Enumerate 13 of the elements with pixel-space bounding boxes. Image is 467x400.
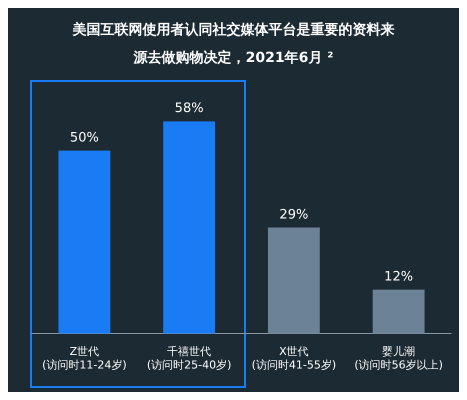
- x-tick-label: 千禧世代 (访问时25-40岁): [146, 345, 232, 372]
- x-tick-label: Z世代 (访问时11-24岁): [42, 345, 127, 372]
- chart-title: 美国互联网使用者认同社交媒体平台是重要的资料来源去做购物决定，2021年6月 ²: [71, 20, 396, 68]
- data-label: 12%: [384, 270, 414, 285]
- data-label: 58%: [174, 101, 204, 116]
- data-label: 29%: [279, 207, 308, 222]
- bar: [163, 121, 216, 334]
- bar: [372, 290, 425, 334]
- bar: [268, 227, 320, 334]
- data-label: 50%: [70, 130, 99, 146]
- x-tick-label: X世代 (访问时41-55岁): [252, 345, 336, 372]
- bar: [58, 150, 110, 334]
- x-tick-label: 婴儿潮 (访问时56岁以上): [354, 345, 443, 372]
